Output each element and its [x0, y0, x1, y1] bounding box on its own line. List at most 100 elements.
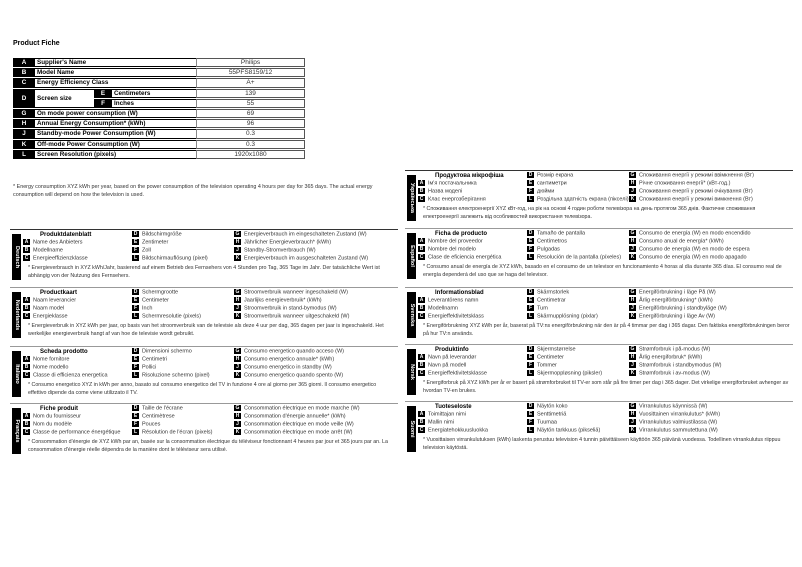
item-d: D Taille de l'écrane — [132, 405, 183, 412]
block-footnote: * Consumo energetico XYZ in kWh per anno… — [28, 382, 377, 396]
letter-badge: C — [23, 313, 30, 319]
block-heading: Scheda prodotto — [40, 349, 88, 355]
item-d: D Schermgrootte — [132, 289, 178, 296]
item-label: Energiförbrukning i läge Av (W) — [639, 313, 716, 320]
letter-badge: A — [23, 356, 30, 362]
language-block: Español Ficha de producto A Nombre del prov… — [405, 228, 793, 281]
item-label: Споживання енергії у режимі ввімкнення (… — [639, 172, 754, 179]
letter-badge: C — [418, 254, 425, 260]
block-heading: Produktdatenblatt — [40, 232, 92, 238]
item-l: L Risoluzione schermo (pixel) — [132, 372, 210, 379]
letter-badge: H — [629, 411, 636, 417]
item-label: Årlig energiforbruk* (kWh) — [639, 354, 703, 361]
item-heading: Produktinfo — [435, 347, 469, 354]
item-label: сантиметри — [537, 180, 567, 187]
item-g: G Energiförbrukning i läge På (W) — [629, 289, 716, 296]
row-letter: J — [13, 129, 35, 139]
letter-badge: K — [234, 429, 241, 435]
language-label: Deutsch — [13, 245, 20, 269]
letter-badge: E — [132, 413, 139, 419]
letter-badge: E — [132, 239, 139, 245]
item-b: B Modellname — [23, 247, 63, 254]
item-l: L Résolution de l'écran (pixels) — [132, 429, 212, 436]
language-block: Deutsch Produktdatenblatt A Name des Anbiet… — [10, 229, 398, 282]
item-label: Consommation d'énergie annuelle* (kWh) — [244, 413, 346, 420]
item-e: E Centimeter — [527, 354, 564, 361]
letter-badge: J — [629, 305, 636, 311]
letter-badge: K — [234, 372, 241, 378]
item-label: Роздільна здатність екрана (пікселі) — [537, 196, 629, 203]
letter-badge: K — [234, 255, 241, 261]
block-footnote: * Vuosittaisen virrankulutuksen (kWh) la… — [423, 437, 781, 451]
item-a: A Nombre del proveedor — [418, 238, 483, 245]
row-value: 139 — [196, 88, 305, 98]
item-d: D Skärmstorlek — [527, 289, 569, 296]
item-label: Bildschirmauflösung (pixel) — [142, 255, 208, 262]
item-label: Ім'я постачальника — [428, 180, 477, 187]
item-l: L Skärmupplösning (pixlar) — [527, 313, 598, 320]
item-label: Résolution de l'écran (pixels) — [142, 429, 213, 436]
letter-badge: C — [23, 372, 30, 378]
table-row: H Annual Energy Consumption* (kWh) 96 — [13, 119, 305, 129]
language-tab: Italiano — [12, 351, 21, 397]
item-label: Näytön tarkkuus (pikseliä) — [537, 427, 601, 434]
language-label: Nederlands — [13, 299, 20, 331]
block-heading: Ficha de producto — [435, 231, 488, 237]
item-b: B Modellnamn — [418, 305, 458, 312]
item-label: Consumo energetico in standby (W) — [244, 364, 332, 371]
item-b: B Navn på modell — [418, 362, 466, 369]
item-a: A Toimittajan nimi — [418, 411, 466, 418]
item-g: G Energieverbrauch im eingeschalteten Zus… — [234, 231, 367, 238]
row-label: Supplier's Name — [35, 58, 196, 68]
item-label: Назва моделі — [428, 188, 463, 195]
item-heading: Fiche produit — [40, 406, 78, 413]
letter-badge: B — [418, 362, 425, 368]
letter-badge: L — [132, 429, 139, 435]
letter-badge: K — [629, 427, 636, 433]
block-heading: Produktinfo — [435, 347, 469, 353]
item-label: Skärmupplösning (pixlar) — [537, 313, 598, 320]
letter-badge: E — [527, 297, 534, 303]
letter-badge: F — [527, 305, 534, 311]
block-footnote: * Energiforbruk på XYZ kWh per år er bas… — [423, 380, 789, 394]
language-block: Svenska Informationsblad A Leverantörens na… — [405, 287, 793, 340]
block-heading: Informationsblad — [435, 290, 484, 296]
item-e: E Centimetri — [132, 356, 167, 363]
item-k: K Energieverbrauch im ausgeschalteten Zus… — [234, 255, 368, 262]
item-d: D Bildschirmgröße — [132, 231, 182, 238]
letter-badge: G — [234, 348, 241, 354]
item-label: Centimetri — [142, 356, 168, 363]
item-b: B Nombre del modelo — [418, 246, 476, 253]
item-label: Resolución de la pantalla (píxeles) — [537, 254, 622, 261]
letter-badge: F — [527, 188, 534, 194]
item-b: B Nome modello — [23, 364, 68, 371]
letter-badge: D — [132, 405, 139, 411]
language-tab: Українська — [407, 175, 416, 221]
language-block: Suomi Tuoteseloste A Toimittajan nimi B Malli… — [405, 401, 793, 454]
item-heading: Ficha de producto — [435, 231, 487, 238]
item-l: L Bildschirmauflösung (pixel) — [132, 255, 208, 262]
item-h: H Річне споживання енергії* (кВт-год.) — [629, 180, 730, 187]
letter-badge: H — [629, 297, 636, 303]
item-label: Vuosittainen virrankulutus* (kWh) — [639, 411, 721, 418]
letter-badge: K — [629, 370, 636, 376]
letter-badge: J — [629, 419, 636, 425]
language-label: Svenska — [408, 303, 415, 327]
item-label: Pulgadas — [537, 246, 560, 253]
table-row: L Screen Resolution (pixels) 1920x1080 — [13, 149, 305, 160]
item-label: Zoll — [142, 247, 151, 254]
row-label: Model Name — [35, 68, 196, 78]
table-row: G On mode power consumption (W) 69 — [13, 109, 305, 119]
item-label: Zentimeter — [142, 239, 169, 246]
letter-badge: A — [418, 180, 425, 186]
letter-badge: F — [527, 246, 534, 252]
item-label: Nom du modèle — [33, 421, 72, 428]
row-label: On mode power consumption (W) — [35, 109, 196, 119]
letter-badge: A — [418, 238, 425, 244]
item-b: B Naam model — [23, 305, 64, 312]
letter-badge: H — [234, 413, 241, 419]
row-value: 0.3 — [196, 129, 305, 139]
item-label: Stroomverbruik in stand-bymodus (W) — [244, 305, 337, 312]
letter-badge: L — [527, 427, 534, 433]
item-label: Centimeter — [537, 354, 564, 361]
